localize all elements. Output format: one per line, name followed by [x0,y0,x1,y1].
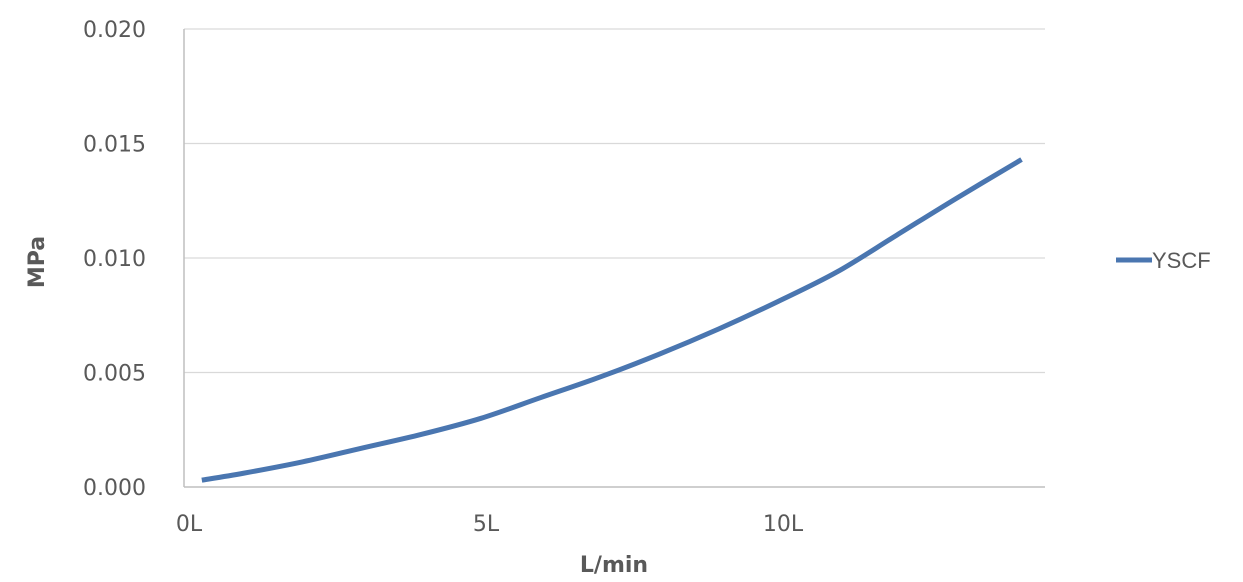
tick-labels: 0.000 0.005 0.010 0.015 0.020 0L 5L 10L [83,18,804,537]
x-axis-title: L/min [580,553,648,578]
y-tick-label: 0.000 [83,476,146,501]
y-tick-label: 0.005 [83,362,146,387]
x-tick-label: 0L [176,512,203,537]
axes [183,29,1045,488]
y-tick-label: 0.015 [83,133,146,158]
y-axis-title: MPa [25,236,50,288]
series-line-yscf [201,157,1023,483]
x-tick-label: 10L [763,512,804,537]
legend-label-yscf: YSCF [1152,248,1211,273]
series-layer [201,157,1023,483]
y-tick-label: 0.010 [83,247,146,272]
gridlines [184,28,1045,374]
x-tick-label: 5L [473,512,500,537]
legend: YSCF [1116,248,1211,273]
y-tick-label: 0.020 [83,18,146,43]
